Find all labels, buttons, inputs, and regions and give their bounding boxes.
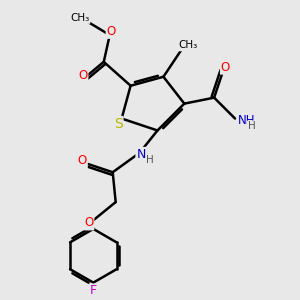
Text: H: H [248,121,255,131]
Text: F: F [90,284,97,298]
Text: O: O [78,69,88,82]
Text: CH₃: CH₃ [70,13,89,23]
Text: H: H [146,155,154,165]
Text: CH₃: CH₃ [178,40,197,50]
Text: O: O [106,25,116,38]
Text: O: O [84,217,94,230]
Text: O: O [221,61,230,74]
Text: NH: NH [237,114,255,128]
Text: S: S [114,117,122,131]
Text: O: O [78,154,87,167]
Text: N: N [136,148,146,161]
